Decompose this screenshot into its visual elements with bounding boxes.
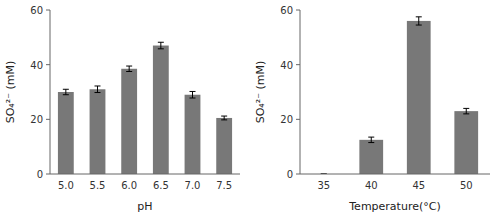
panel: 0 20 40 60 35 40 45 50 Temperature(°C) SO₄²⁻ (mM): [254, 5, 490, 213]
y-tick-label: 40: [30, 60, 43, 71]
y-axis-label: SO₄²⁻ (mM): [4, 61, 17, 124]
x-axis: [50, 174, 240, 175]
x-tick-label: 6.5: [153, 180, 169, 191]
error-cap: [463, 113, 469, 114]
x-tick-label: 50: [460, 180, 473, 191]
y-tick-label: 60: [30, 5, 43, 16]
y-tick: [46, 64, 50, 65]
y-tick-label: 20: [280, 114, 293, 125]
error-line: [224, 116, 225, 120]
y-tick: [46, 174, 50, 175]
y-axis: [50, 10, 51, 174]
error-line: [160, 42, 161, 49]
error-bar: [416, 17, 422, 25]
error-bar: [221, 116, 227, 120]
chart: 0 20 40 60 5.0 5.5 6.0 6.5 7.0 7.5 pH SO₄²⁻ (mM) 0 20…: [0, 0, 500, 218]
error-cap: [221, 116, 227, 117]
x-axis-label: Temperature(°C): [348, 200, 440, 213]
bar: [90, 89, 106, 174]
error-line: [97, 86, 98, 93]
error-cap: [190, 91, 196, 92]
error-line: [371, 137, 372, 142]
y-axis-label: SO₄²⁻ (mM): [254, 61, 267, 124]
bar: [216, 118, 232, 174]
error-cap: [221, 119, 227, 120]
error-cap: [63, 94, 69, 95]
y-tick-label: 60: [280, 5, 293, 16]
bar: [359, 140, 383, 174]
y-tick-label: 20: [30, 114, 43, 125]
bar: [153, 46, 169, 174]
error-cap: [190, 98, 196, 99]
error-bar: [368, 137, 374, 142]
x-axis: [300, 174, 490, 175]
error-bar: [63, 89, 69, 94]
bar: [58, 92, 74, 174]
error-line: [466, 108, 467, 113]
y-tick: [296, 174, 300, 175]
error-cap: [158, 48, 164, 49]
y-tick-label: 0: [37, 169, 43, 180]
bar: [185, 95, 201, 174]
y-tick: [296, 64, 300, 65]
error-bar: [95, 86, 101, 93]
error-line: [129, 66, 130, 71]
y-tick-label: 40: [280, 60, 293, 71]
error-cap: [126, 71, 132, 72]
x-tick-label: 6.0: [121, 180, 137, 191]
marks: [58, 42, 232, 174]
bar: [121, 69, 137, 174]
error-cap: [463, 108, 469, 109]
y-tick-label: 0: [287, 169, 293, 180]
error-line: [65, 89, 66, 94]
error-cap: [416, 25, 422, 26]
error-bar: [463, 108, 469, 113]
error-bar: [126, 66, 132, 71]
x-axis-label: pH: [137, 200, 152, 213]
error-cap: [158, 42, 164, 43]
marks: [321, 17, 478, 174]
error-line: [192, 91, 193, 98]
y-tick: [46, 10, 50, 11]
panel: 0 20 40 60 5.0 5.5 6.0 6.5 7.0 7.5 pH SO₄²⁻ (mM): [4, 5, 240, 213]
y-tick: [296, 119, 300, 120]
error-cap: [95, 85, 101, 86]
y-tick: [46, 119, 50, 120]
x-tick-label: 35: [317, 180, 330, 191]
x-tick-label: 40: [365, 180, 378, 191]
error-cap: [368, 137, 374, 138]
error-bar: [158, 42, 164, 49]
error-cap: [126, 66, 132, 67]
x-tick-label: 7.5: [216, 180, 232, 191]
error-cap: [416, 16, 422, 17]
y-axis: [300, 10, 301, 174]
error-cap: [63, 89, 69, 90]
error-cap: [95, 92, 101, 93]
x-tick-label: 5.5: [90, 180, 106, 191]
y-tick: [296, 10, 300, 11]
x-tick-label: 7.0: [185, 180, 201, 191]
error-cap: [368, 142, 374, 143]
bar: [407, 21, 431, 174]
error-line: [418, 17, 419, 25]
error-bar: [190, 91, 196, 98]
bar: [454, 111, 478, 174]
x-tick-label: 45: [412, 180, 425, 191]
x-tick-label: 5.0: [58, 180, 74, 191]
